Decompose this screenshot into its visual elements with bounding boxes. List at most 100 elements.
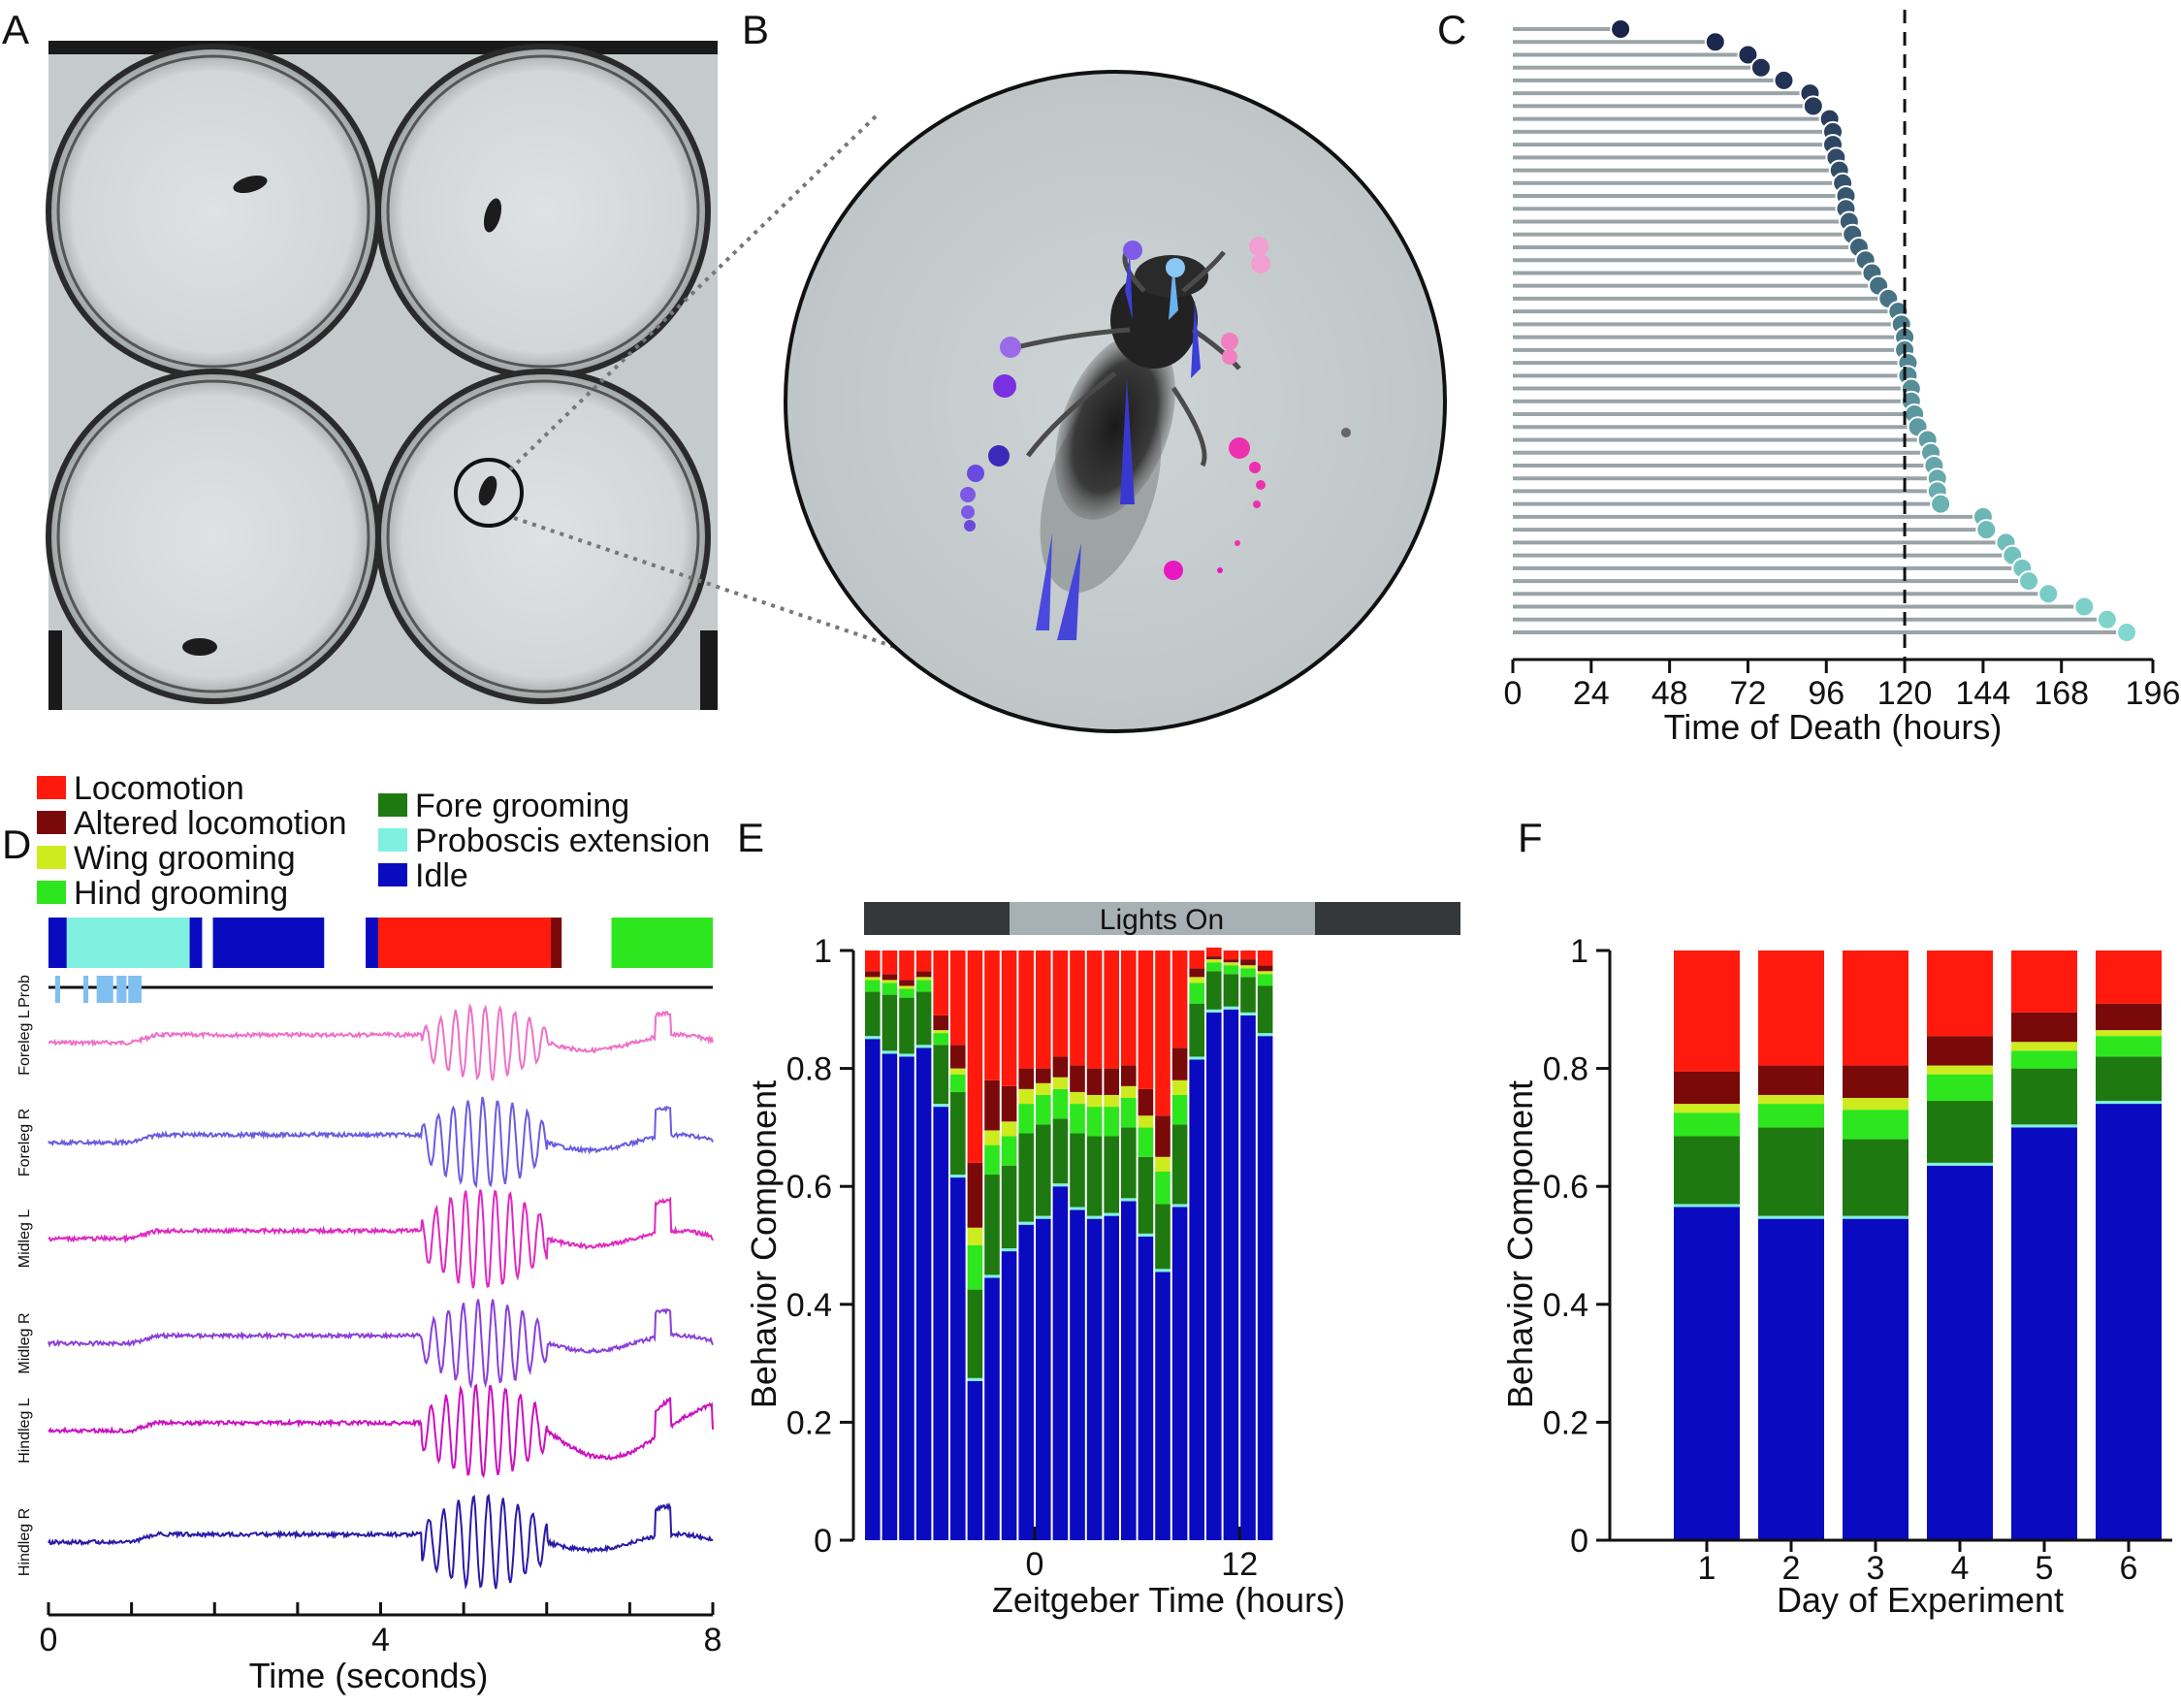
bar-segment-hind-grooming <box>1758 1104 1824 1128</box>
bar-segment-idle <box>1171 1207 1188 1540</box>
fly-legs <box>1008 245 1241 467</box>
bar-segment-fore-grooming <box>1018 1133 1034 1222</box>
bar-segment-fore-grooming <box>1052 1118 1069 1184</box>
bar-segment-proboscis-extension <box>1138 1233 1154 1237</box>
x-tick-label: 6 <box>2120 1550 2138 1587</box>
bar-segment-wing-grooming <box>1104 1094 1119 1108</box>
bar-segment-proboscis-extension <box>2096 1101 2162 1105</box>
bar-segment-fore-grooming <box>967 1289 983 1378</box>
arena-photo <box>46 41 718 710</box>
bar-segment-hind-grooming <box>1070 1104 1085 1134</box>
time-of-death-chart: 0 24 48 72 96 120 144 168 196 Time of Death (hou… <box>1504 10 2180 747</box>
bar-segment-proboscis-extension <box>950 1175 966 1178</box>
bar-segment-locomotion <box>1189 951 1204 969</box>
bar-segment-wing-grooming <box>933 1030 948 1034</box>
bar-segment-fore-grooming <box>1104 1136 1119 1213</box>
bar-segment-locomotion <box>1121 951 1137 1066</box>
ethogram-segment-proboscis-extension <box>66 918 190 968</box>
bar-segment-altered-locomotion <box>865 971 881 978</box>
bar-segment-altered-locomotion <box>1758 1065 1824 1095</box>
trace-label: Midleg R <box>16 1312 33 1373</box>
bar-segment-proboscis-extension <box>1052 1183 1069 1187</box>
bar-segment-fore-grooming <box>984 1175 1000 1275</box>
bar-segment-locomotion <box>1036 951 1051 1069</box>
bar-segment-idle <box>2011 1127 2077 1540</box>
bar-segment-fore-grooming <box>1758 1127 1824 1216</box>
trace-label: Hindleg R <box>16 1508 33 1576</box>
x-axis-label: Day of Experiment <box>1777 1580 2064 1620</box>
legend-label-proboscis-extension: Proboscis extension <box>415 822 710 859</box>
bar-segment-wing-grooming <box>1018 1088 1034 1105</box>
bar-segment-hind-grooming <box>882 983 898 995</box>
bar-segment-proboscis-extension <box>1121 1198 1137 1202</box>
y-tick-label: 0 <box>814 1523 832 1560</box>
bar-segment-locomotion <box>1155 951 1171 1116</box>
death-lollipops <box>1513 10 2138 660</box>
bar-segment-locomotion <box>1240 951 1256 960</box>
bar-segment-proboscis-extension <box>1036 1215 1051 1219</box>
death-point <box>1975 519 1998 541</box>
lights-on-label: Lights On <box>1100 904 1224 936</box>
bar-segment-proboscis-extension <box>865 1036 881 1040</box>
trace-label: Midleg L <box>16 1209 33 1269</box>
x-axis-label: Zeitgeber Time (hours) <box>992 1580 1345 1620</box>
bar-segment-hind-grooming <box>1104 1107 1119 1137</box>
y-axis-label: Behavior Component <box>1500 1080 1540 1408</box>
bar-segment-altered-locomotion <box>1018 1068 1034 1089</box>
trace-label: Foreleg R <box>16 1109 33 1176</box>
ethogram-segment-locomotion <box>377 918 552 968</box>
bar-segment-hind-grooming <box>1240 968 1256 978</box>
ethogram-segment-hind-grooming <box>611 918 713 968</box>
bar-segment-fore-grooming <box>1189 1003 1204 1057</box>
zoomed-fly-view <box>784 70 1447 733</box>
bar-segment-altered-locomotion <box>967 1162 983 1228</box>
bar-segment-locomotion <box>950 951 966 1046</box>
bar-segment-idle <box>1843 1218 1908 1540</box>
bar-segment-proboscis-extension <box>2011 1124 2077 1128</box>
death-point <box>2018 570 2040 593</box>
legend-swatch-wing-grooming <box>37 846 66 869</box>
x-axis-label: Time of Death (hours) <box>1664 707 2003 747</box>
pose-tracks <box>960 237 1351 640</box>
bar-segment-idle <box>1036 1218 1051 1540</box>
arena-well-bl <box>46 369 381 704</box>
ethogram-segment-altered-locomotion <box>551 918 562 968</box>
legend-swatch-altered-locomotion <box>37 811 66 834</box>
bar-segment-hind-grooming <box>933 1033 948 1046</box>
x-tick-label: 3 <box>1867 1550 1885 1587</box>
bar-segment-idle <box>1104 1215 1119 1540</box>
bar-segment-locomotion <box>1758 951 1824 1066</box>
bar-segment-hind-grooming <box>1223 965 1239 975</box>
bar-segment-proboscis-extension <box>1171 1204 1188 1208</box>
bar-segment-proboscis-extension <box>1086 1215 1103 1219</box>
trace-midleg-l <box>48 1189 714 1289</box>
bar-segment-locomotion <box>865 951 881 972</box>
x-axis-ticks: 1 2 3 4 5 6 <box>1698 1540 2138 1587</box>
bar-segment-idle <box>984 1277 1000 1540</box>
arena-dark-edge-left <box>48 630 62 710</box>
bar-segment-hind-grooming <box>2096 1036 2162 1057</box>
bar-segment-proboscis-extension <box>1189 1056 1204 1060</box>
ethogram-segment-idle <box>212 918 325 968</box>
bar-segment-hind-grooming <box>2011 1050 2077 1069</box>
legend-swatch-hind-grooming <box>37 881 66 904</box>
x-tick-label: 48 <box>1652 675 1688 712</box>
bar-segment-fore-grooming <box>1240 977 1256 1013</box>
bar-segment-altered-locomotion <box>1674 1071 1740 1105</box>
bar-segment-proboscis-extension <box>915 1045 932 1048</box>
bar-segment-fore-grooming <box>1223 974 1239 1007</box>
bar-segment-idle <box>1070 1209 1085 1540</box>
legend-label-locomotion: Locomotion <box>74 770 244 807</box>
bar-segment-locomotion <box>1171 951 1188 1048</box>
bar-segment-wing-grooming <box>984 1130 1000 1145</box>
bar-segment-idle <box>1257 1036 1273 1540</box>
proboscis-event <box>82 976 89 1003</box>
y-tick-label: 0.2 <box>786 1404 832 1441</box>
bar-segment-hind-grooming <box>1001 1136 1017 1166</box>
proboscis-event <box>128 976 142 1003</box>
bar-segment-fore-grooming <box>2011 1068 2077 1125</box>
bar-segment-proboscis-extension <box>882 1050 898 1054</box>
bar-segment-wing-grooming <box>1674 1104 1740 1113</box>
legend-swatch-locomotion <box>37 776 66 799</box>
bar-segment-altered-locomotion <box>933 1015 948 1031</box>
